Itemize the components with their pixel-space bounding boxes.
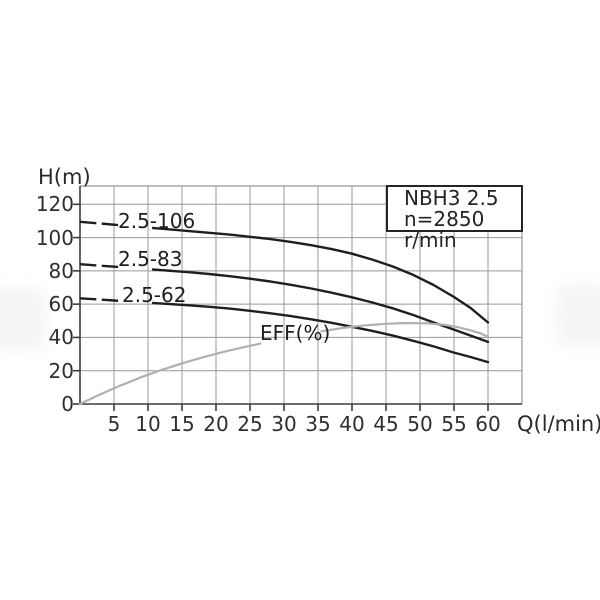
y-axis-title: H(m): [38, 165, 91, 189]
curve-dash-2.5-83: [151, 268, 172, 273]
x-axis-title: Q(l/min): [517, 412, 600, 436]
legend-box-frame: [386, 185, 523, 232]
curve-dash-2.5-83: [79, 263, 97, 267]
x-tick-label: 20: [203, 412, 229, 436]
x-tick-label: 30: [271, 412, 297, 436]
curve-dash-2.5-106: [151, 226, 172, 231]
curve-label: 2.5-83: [118, 247, 183, 271]
curve-efficiency: [320, 321, 490, 338]
curve-2.5-62: [170, 303, 490, 364]
curve-efficiency: [78, 342, 262, 406]
curve-label: 2.5-62: [122, 283, 187, 307]
x-tick-label: 35: [305, 412, 331, 436]
y-tick-label: 40: [48, 325, 74, 350]
y-tick-label: 100: [35, 225, 74, 250]
curve-label: 2.5-106: [118, 209, 196, 233]
y-tick-label: 0: [61, 392, 74, 416]
legend-model-name: NBH3 2.5: [404, 186, 499, 210]
x-tick-label: 15: [169, 412, 195, 436]
legend-box: NBH3 2.5 n=2850 r/min: [387, 186, 522, 251]
curve-dash-2.5-62: [79, 297, 97, 301]
left-edge-smudge: [0, 288, 46, 350]
x-tick-label: 10: [135, 412, 161, 436]
curve-dash-2.5-62: [152, 301, 172, 306]
y-tick-label: 60: [48, 292, 74, 317]
x-tick-label: 50: [407, 412, 433, 436]
x-tick-label: 55: [441, 412, 467, 436]
y-tick-label: 20: [48, 358, 74, 383]
x-tick-label: 25: [237, 412, 263, 436]
curve-dash-2.5-106: [79, 220, 97, 225]
curve-dash-2.5-83: [101, 264, 119, 269]
curve-dash-2.5-106: [101, 222, 119, 227]
x-tick-label: 5: [107, 412, 121, 436]
curve-2.5-106: [170, 228, 490, 324]
x-tick-label: 40: [339, 412, 365, 436]
y-tick-label: 80: [48, 258, 74, 283]
legend-speed: n=2850 r/min: [404, 207, 485, 252]
x-tick-label: 45: [373, 412, 399, 436]
curve-dash-2.5-62: [101, 298, 119, 302]
y-tick-label: 120: [35, 192, 74, 217]
x-tick-label: 60: [475, 412, 501, 436]
curve-label: EFF(%): [260, 321, 331, 345]
right-edge-smudge: [556, 284, 600, 346]
